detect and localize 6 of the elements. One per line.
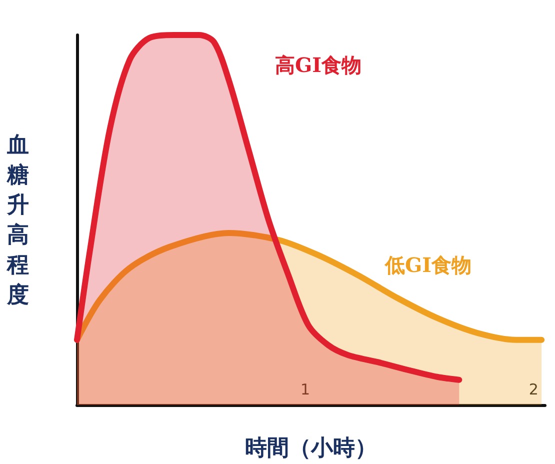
x-axis-title: 時間（小時） xyxy=(245,435,377,461)
x-tick-label: 2 xyxy=(528,380,538,398)
y-axis-title: 血糖升高程度 xyxy=(6,132,29,308)
x-tick-label: 1 xyxy=(300,380,310,398)
series-label: 低GI食物 xyxy=(384,253,472,277)
text: 高GI食物 xyxy=(275,53,362,77)
